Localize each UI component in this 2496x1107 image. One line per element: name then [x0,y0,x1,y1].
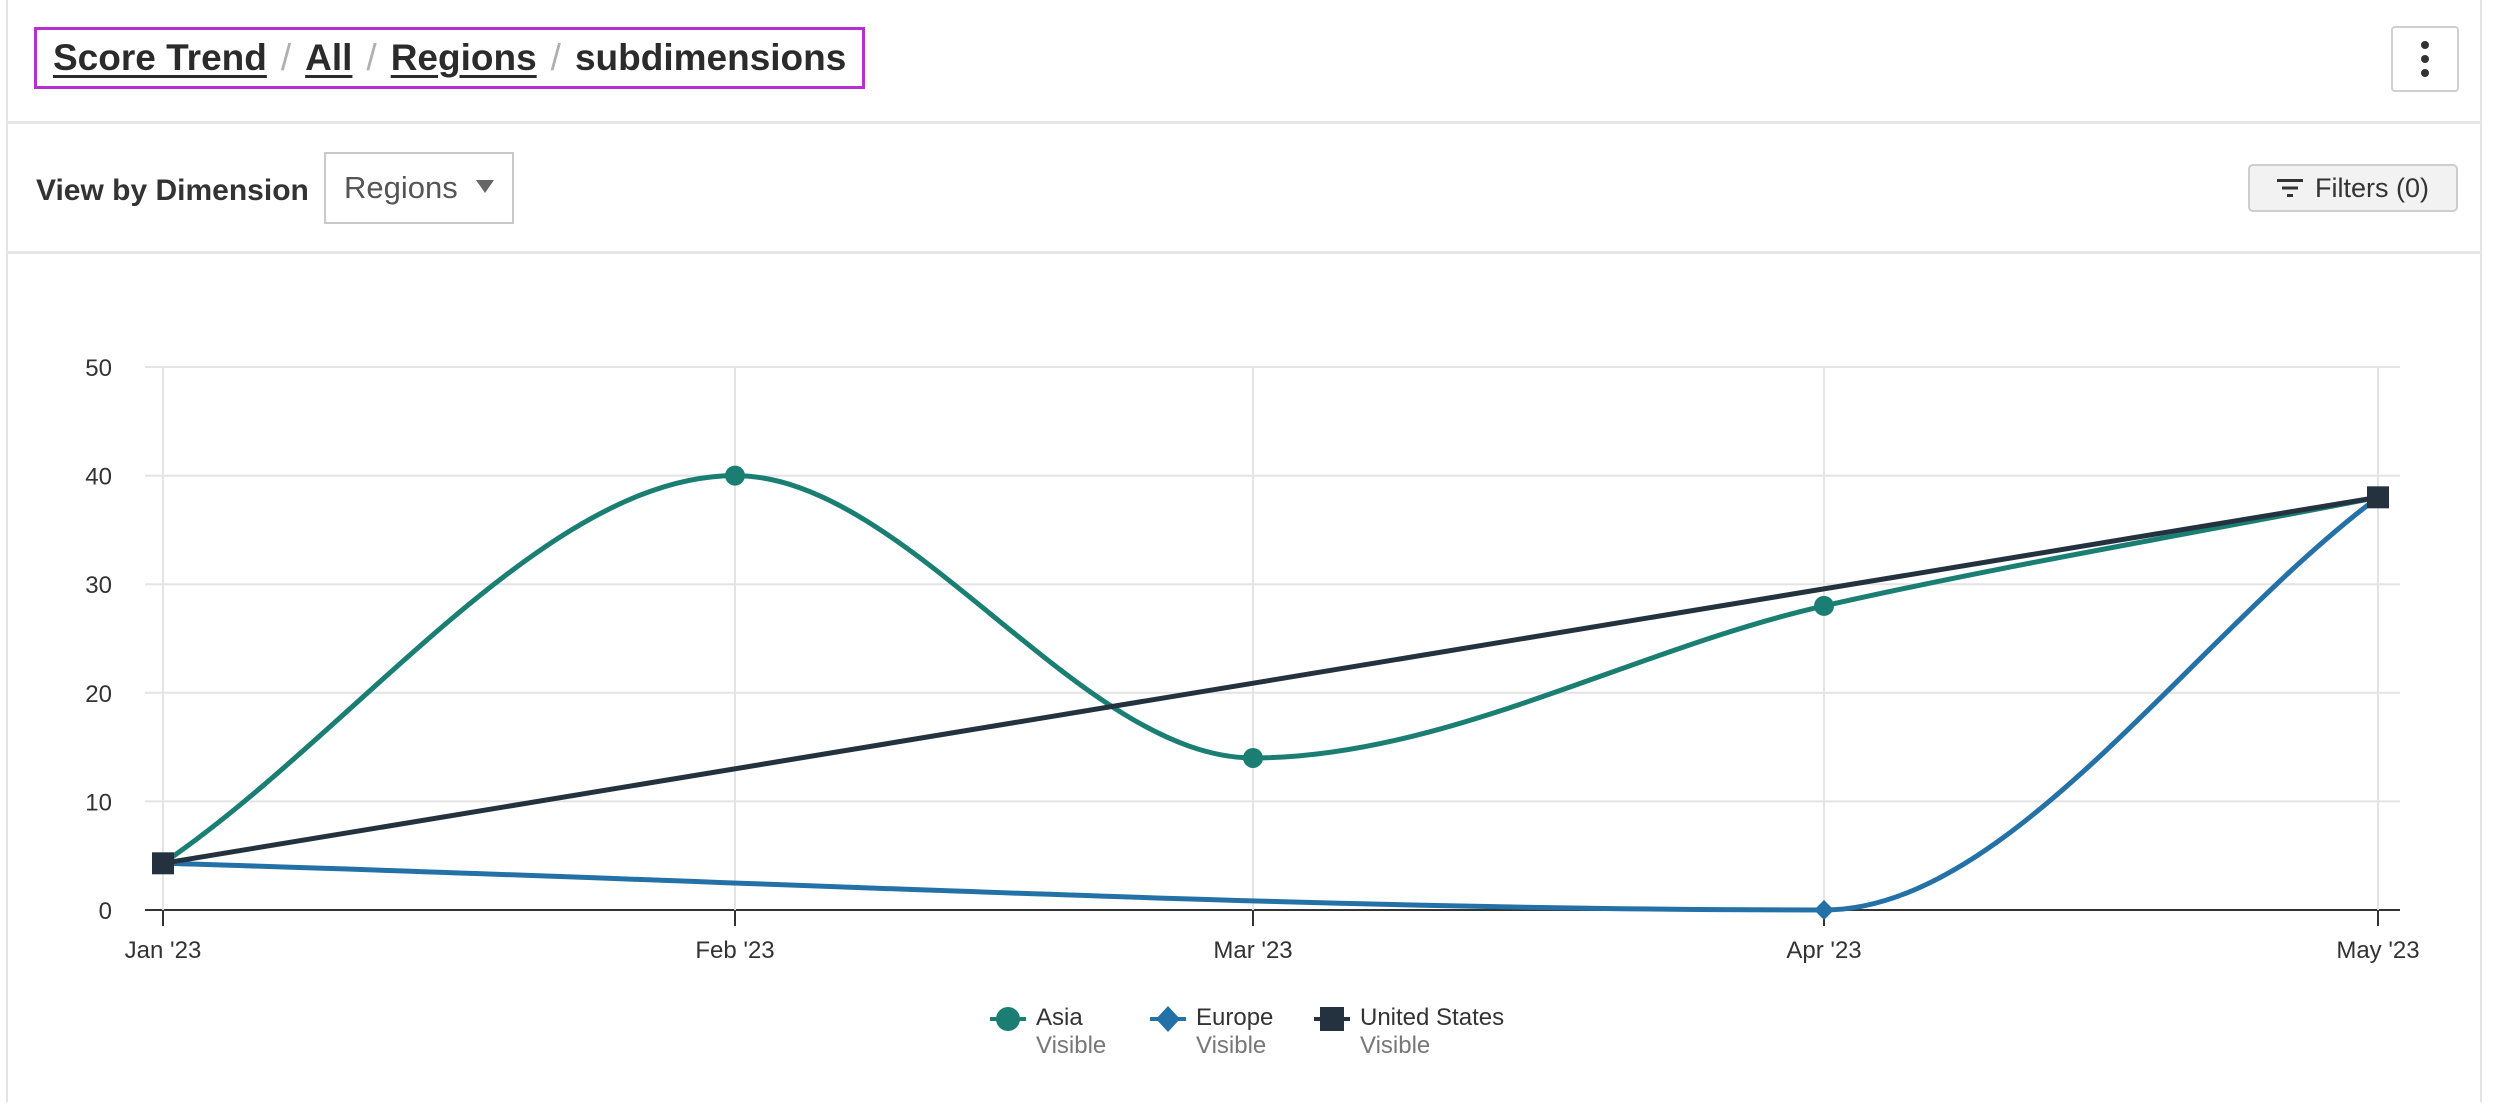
series-line-united-states [162,494,2379,866]
legend-state: Visible [1360,1032,1431,1059]
data-point-asia[interactable] [1243,747,1263,768]
legend-name: Asia [1036,1004,1083,1031]
legend-item-europe[interactable]: Europe Visible [1148,1004,1273,1060]
legend-state: Visible [1196,1032,1267,1059]
chart-area: 0 10 20 30 40 50 Jan '23 Feb '23 Mar '23 Apr '23… [0,254,2496,1102]
series-line-europe [162,495,2380,913]
y-tick-label: 40 [85,464,112,491]
data-point-europe[interactable] [1814,900,1834,920]
legend-state: Visible [1036,1032,1107,1059]
breadcrumb-link-all[interactable]: All [305,37,353,78]
filter-list-icon [2277,179,2303,197]
score-trend-chart: 0 10 20 30 40 50 Jan '23 Feb '23 Mar '23 Apr '23… [85,355,2419,964]
breadcrumb-separator: / [550,37,561,78]
breadcrumb-separator: / [280,37,292,78]
controls-bar: View by Dimension Regions Filters (0) [6,124,2482,254]
breadcrumb-link-regions[interactable]: Regions [390,37,537,78]
breadcrumb: Score Trend / All / Regions / subdimensi… [34,27,866,89]
data-point-united-states[interactable] [2367,486,2389,509]
y-tick-label: 20 [85,681,112,708]
x-tick-label: Mar '23 [1213,937,1292,964]
data-point-asia[interactable] [1814,595,1834,616]
legend-name: United States [1360,1004,1505,1031]
x-tick-label: Feb '23 [695,937,774,964]
panel-header: Score Trend / All / Regions / subdimensi… [6,0,2482,124]
dimension-select-value: Regions [344,170,458,205]
caret-down-icon [476,180,494,193]
series-line-asia [161,473,2379,866]
view-by-dimension-label: View by Dimension [36,174,309,207]
y-tick-label: 10 [85,789,112,816]
more-options-button[interactable] [2391,26,2459,92]
filters-button[interactable]: Filters (0) [2248,164,2458,212]
x-tick-label: Apr '23 [1786,937,1861,964]
filters-label: Filters (0) [2315,172,2429,203]
data-point-asia[interactable] [725,465,745,486]
breadcrumb-current: subdimensions [574,37,847,78]
circle-marker-icon [988,1004,1028,1034]
breadcrumb-link-score-trend[interactable]: Score Trend [53,37,267,78]
y-tick-label: 0 [99,898,112,925]
dimension-select[interactable]: Regions [324,152,514,224]
chart-legend: Asia Visible Europe Visible United State… [0,1004,2496,1074]
legend-item-asia[interactable]: Asia Visible [988,1004,1106,1060]
more-vertical-icon [2421,41,2429,77]
y-tick-label: 50 [85,355,112,382]
x-tick-label: Jan '23 [125,937,202,964]
square-marker-icon [1312,1004,1352,1034]
breadcrumb-separator: / [366,37,377,78]
y-tick-label: 30 [85,572,112,599]
x-tick-label: May '23 [2336,937,2419,964]
diamond-marker-icon [1148,1004,1188,1034]
panel-frame [6,0,2482,1102]
data-point-united-states[interactable] [152,852,174,875]
legend-name: Europe [1196,1004,1274,1031]
legend-item-united-states[interactable]: United States Visible [1312,1004,1504,1060]
